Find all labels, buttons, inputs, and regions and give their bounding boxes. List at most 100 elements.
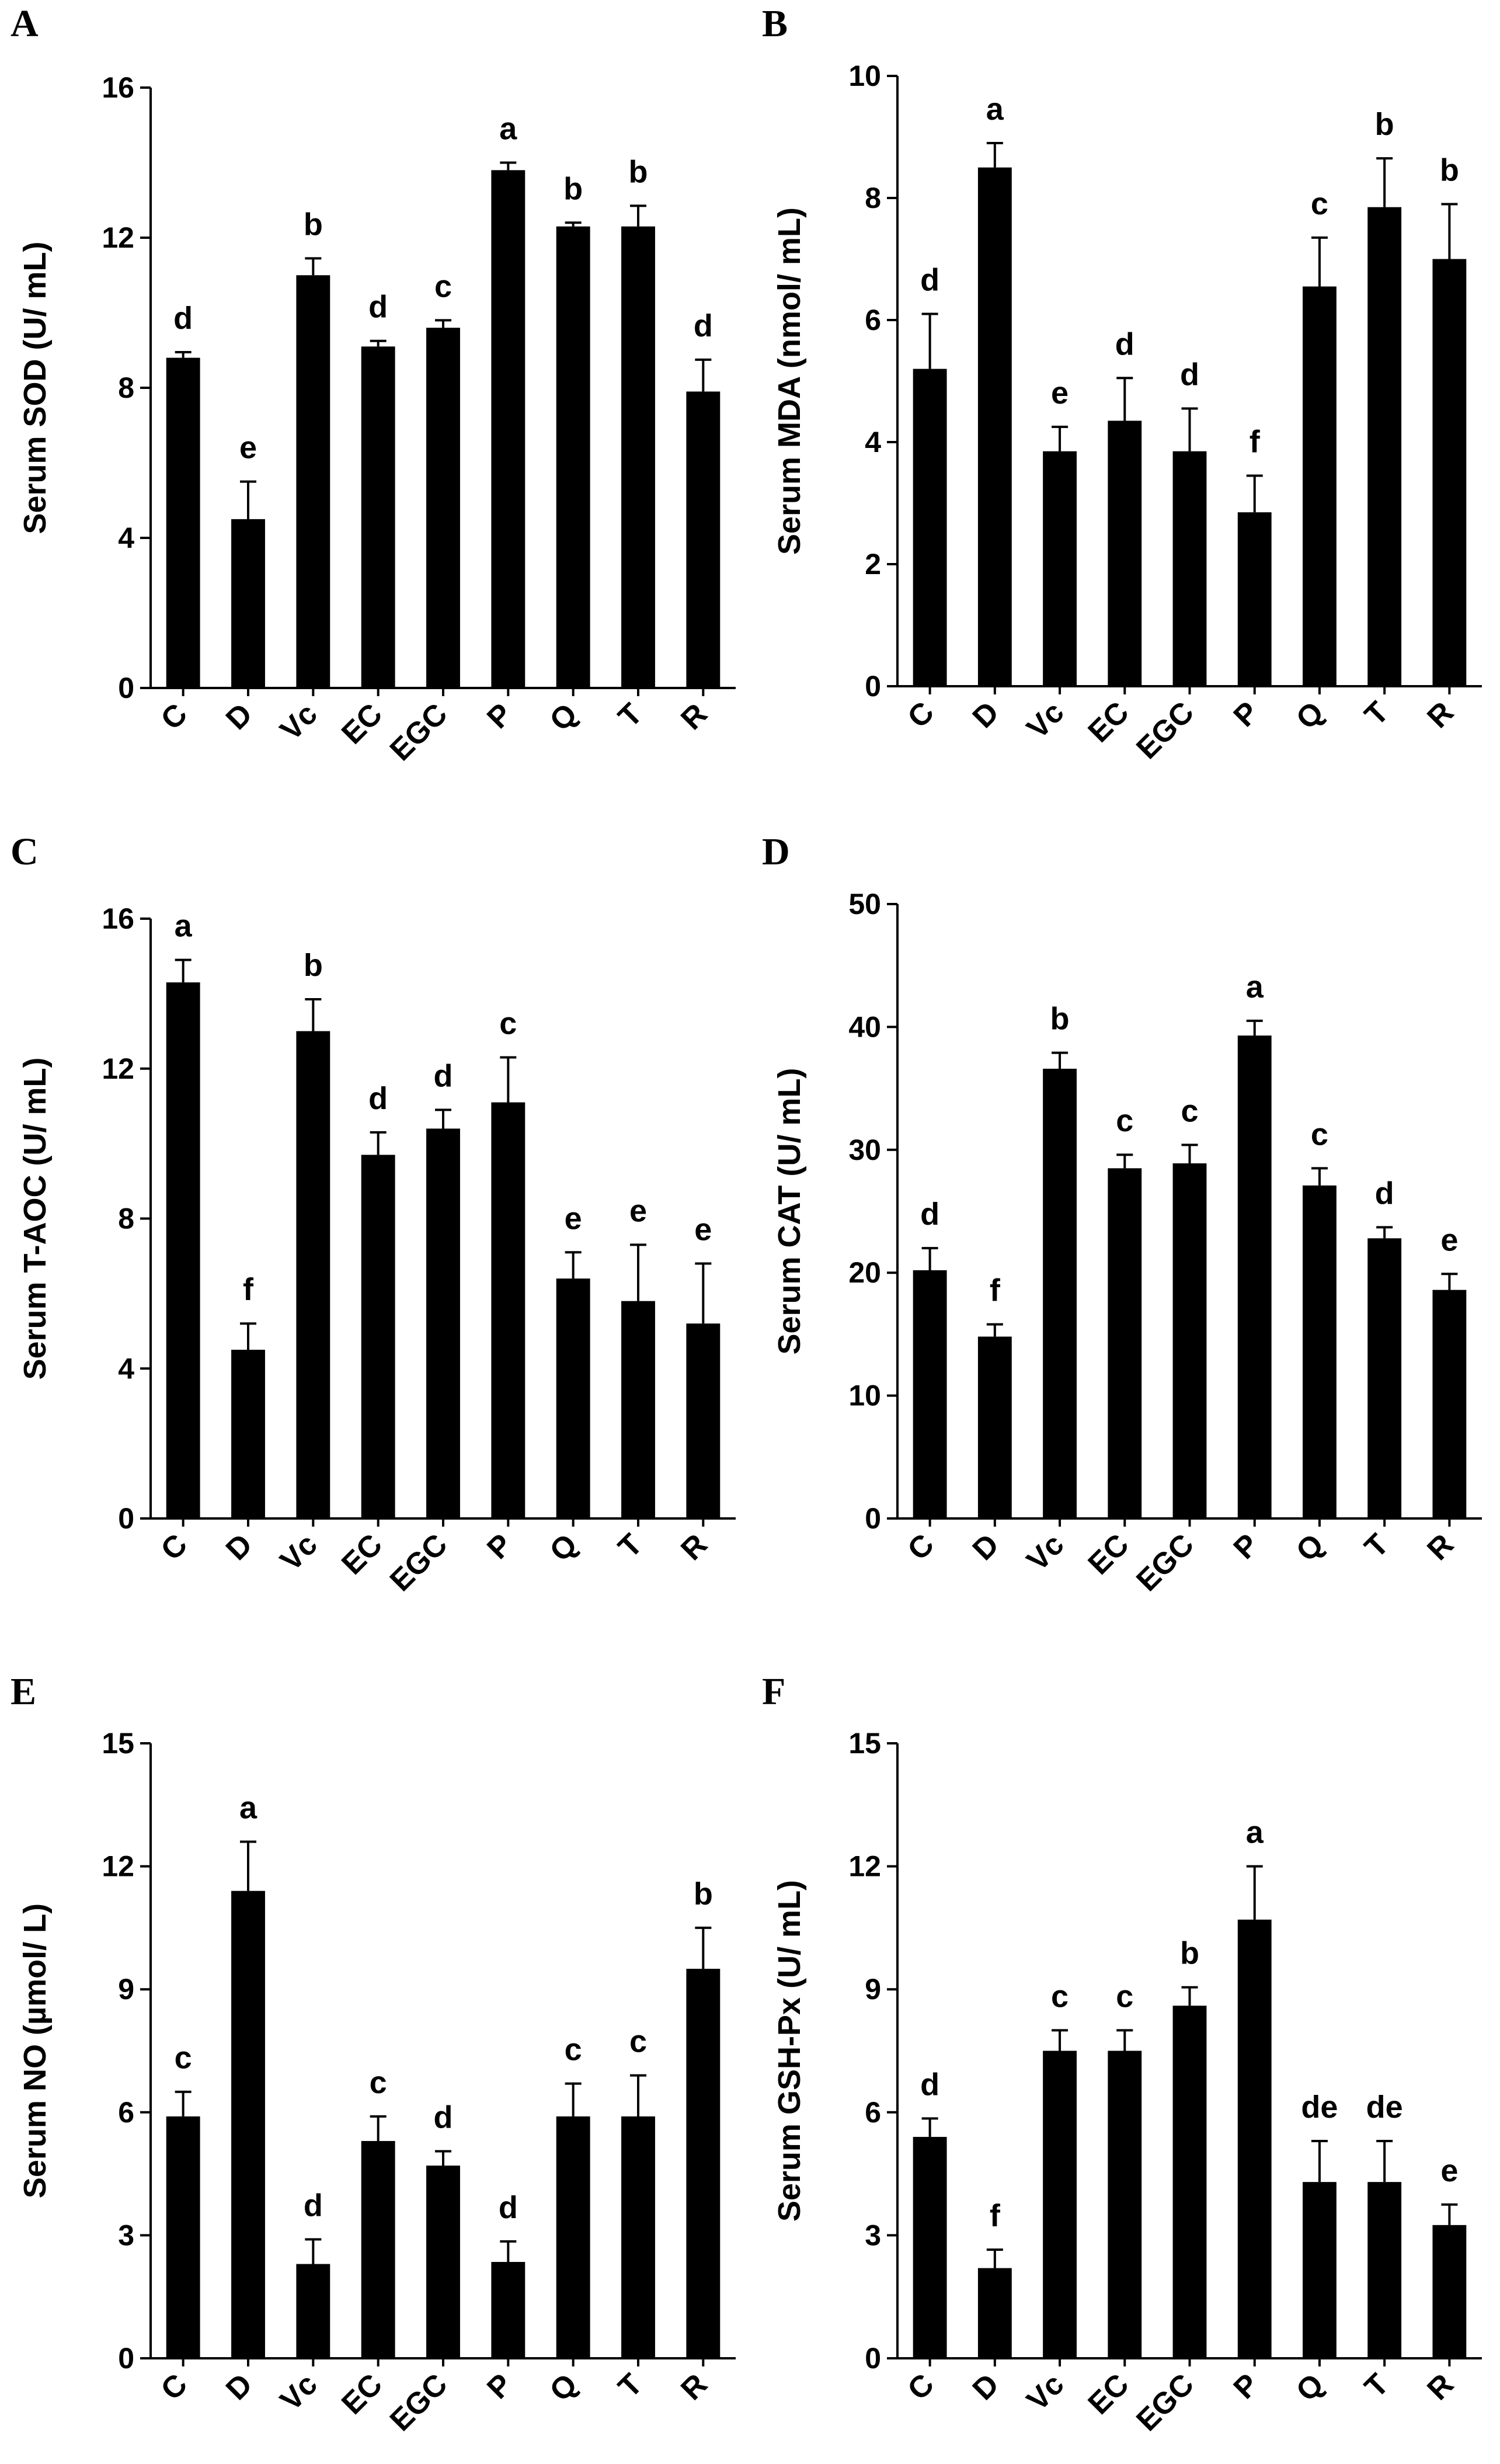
significance-label: c	[1116, 1103, 1133, 1138]
bar-r	[686, 391, 721, 688]
y-tick-label: 3	[865, 2219, 881, 2251]
panel-letter: F	[762, 1670, 785, 1713]
bar-t	[1367, 207, 1402, 686]
significance-label: de	[1366, 2090, 1403, 2125]
significance-label: a	[499, 112, 517, 147]
y-tick-label: 12	[102, 221, 134, 254]
significance-label: c	[434, 269, 452, 304]
y-tick-label: 9	[118, 1973, 134, 2006]
y-axis-title: Serum T-AOC (U/ mL)	[18, 1057, 53, 1379]
y-tick-label: 12	[102, 1850, 134, 1883]
bar-egc	[1172, 2006, 1207, 2358]
significance-label: a	[986, 92, 1004, 127]
bar-egc	[1172, 1163, 1207, 1518]
bar-egc	[426, 1128, 460, 1518]
y-tick-label: 30	[848, 1134, 881, 1166]
y-tick-label: 0	[118, 2342, 134, 2375]
y-tick-label: 4	[118, 1352, 134, 1385]
significance-label: b	[1180, 1936, 1199, 1971]
significance-label: d	[173, 301, 193, 336]
bar-c	[913, 369, 947, 686]
y-tick-label: 0	[865, 670, 881, 703]
y-tick-label: 6	[865, 304, 881, 336]
significance-label: c	[1311, 1117, 1328, 1152]
significance-label: c	[370, 2065, 387, 2100]
significance-label: d	[434, 2100, 453, 2135]
significance-label: d	[1180, 357, 1199, 392]
bar-vc	[296, 275, 330, 688]
bar-d	[977, 167, 1012, 686]
significance-label: e	[239, 430, 257, 465]
bar-p	[1237, 1919, 1272, 2358]
significance-label: d	[304, 2188, 323, 2223]
significance-label: c	[565, 2032, 582, 2067]
significance-label: d	[1375, 1176, 1394, 1211]
significance-label: de	[1301, 2090, 1338, 2125]
bar-p	[1237, 512, 1272, 686]
significance-label: d	[920, 2067, 939, 2102]
y-tick-label: 10	[848, 60, 881, 92]
y-tick-label: 12	[102, 1052, 134, 1085]
bar-vc	[1043, 2051, 1077, 2358]
bar-egc	[426, 328, 460, 688]
bar-c	[166, 982, 200, 1518]
panel-letter: C	[11, 830, 39, 873]
significance-label: e	[1440, 2153, 1458, 2188]
y-tick-label: 16	[102, 71, 134, 104]
significance-label: a	[175, 909, 193, 944]
y-tick-label: 0	[118, 672, 134, 704]
significance-label: d	[694, 308, 713, 343]
bar-t	[621, 226, 655, 689]
bar-p	[491, 170, 525, 689]
y-tick-label: 8	[118, 371, 134, 404]
bar-vc	[296, 1031, 330, 1518]
y-tick-label: 20	[848, 1256, 881, 1289]
significance-label: b	[304, 207, 323, 242]
panel-letter: E	[11, 1670, 36, 1713]
y-tick-label: 3	[118, 2219, 134, 2251]
significance-label: d	[368, 1081, 388, 1116]
significance-label: b	[304, 948, 323, 983]
bar-r	[1432, 259, 1467, 686]
bar-d	[977, 1336, 1012, 1518]
panel-letter: A	[11, 2, 39, 45]
significance-label: d	[368, 290, 388, 325]
bar-ec	[1108, 1168, 1142, 1518]
bar-c	[166, 2116, 200, 2358]
significance-label: b	[629, 154, 648, 189]
significance-label: e	[565, 1201, 582, 1236]
bar-q	[556, 2116, 590, 2358]
significance-label: d	[920, 1197, 939, 1232]
significance-label: f	[990, 2198, 1001, 2233]
panel-letter: B	[762, 2, 788, 45]
y-tick-label: 50	[848, 888, 881, 920]
bar-t	[1367, 2182, 1402, 2358]
significance-label: b	[563, 171, 583, 206]
bar-egc	[1172, 451, 1207, 686]
y-tick-label: 16	[102, 902, 134, 935]
significance-label: c	[175, 2041, 192, 2076]
panel-letter: D	[762, 830, 790, 873]
bar-ec	[1108, 420, 1142, 686]
bar-t	[621, 1301, 655, 1518]
significance-label: d	[1115, 326, 1134, 362]
significance-label: f	[243, 1272, 254, 1307]
y-tick-label: 6	[865, 2096, 881, 2129]
bar-d	[231, 1890, 265, 2358]
bar-r	[1432, 2225, 1467, 2358]
bar-r	[686, 1969, 721, 2358]
y-tick-label: 15	[102, 1727, 134, 1760]
y-axis-title: Serum SOD (U/ mL)	[18, 241, 53, 534]
significance-label: f	[990, 1273, 1001, 1308]
y-tick-label: 2	[865, 548, 881, 581]
significance-label: c	[1311, 186, 1328, 221]
y-tick-label: 4	[865, 426, 881, 458]
significance-label: c	[1116, 1979, 1133, 2014]
significance-label: c	[629, 2024, 647, 2059]
bar-vc	[1043, 451, 1077, 686]
significance-label: b	[1375, 107, 1394, 142]
y-tick-label: 9	[865, 1973, 881, 2006]
significance-label: c	[499, 1006, 517, 1041]
